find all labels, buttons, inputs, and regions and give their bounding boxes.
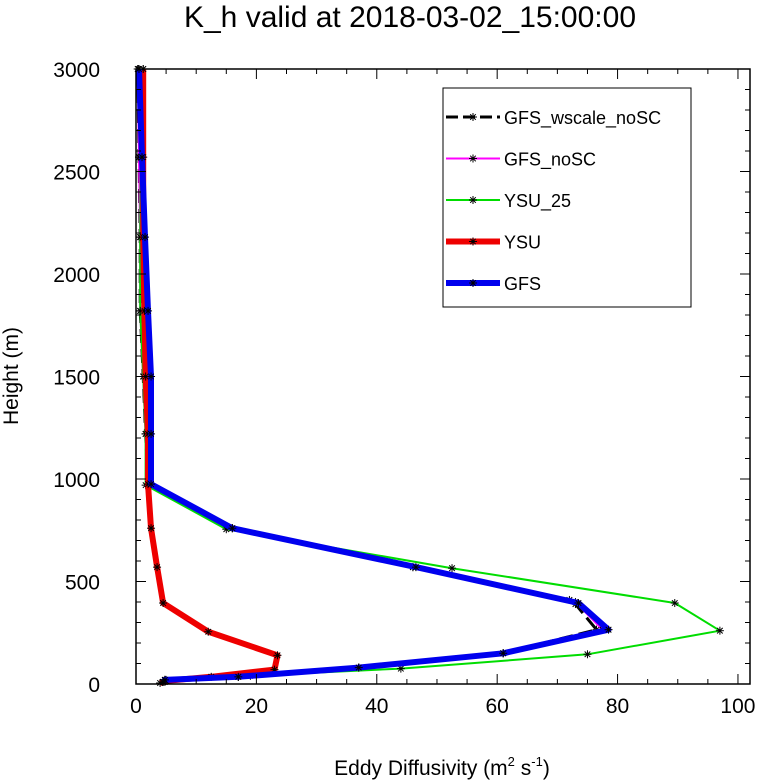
- data-point: [204, 627, 213, 636]
- legend-item: GFS: [446, 274, 541, 294]
- y-tick-label: 0: [88, 674, 100, 697]
- data-point: [159, 599, 168, 608]
- legend-item: GFS_noSC: [446, 150, 596, 171]
- data-point: [715, 626, 724, 635]
- data-point: [448, 564, 457, 573]
- data-point: [228, 524, 237, 533]
- y-tick-label: 3000: [53, 59, 100, 82]
- data-point: [141, 233, 150, 242]
- x-tick-label: 0: [130, 695, 142, 718]
- x-tick-label: 100: [720, 695, 755, 718]
- series-line-GFS: [136, 68, 612, 684]
- legend-label: GFS: [504, 274, 541, 294]
- x-tick-label: 40: [365, 695, 388, 718]
- x-tick-label: 60: [485, 695, 508, 718]
- data-point: [138, 153, 147, 162]
- x-tick-label: 80: [606, 695, 629, 718]
- legend-label: YSU_25: [504, 191, 571, 212]
- y-tick-label: 1500: [53, 367, 100, 390]
- x-axis-label: Eddy Diffusivity (m2 s-1): [334, 754, 550, 780]
- legend-item: YSU: [446, 233, 541, 253]
- series-line-YSU: [140, 69, 281, 686]
- y-tick-label: 2000: [53, 264, 100, 287]
- legend-box: [442, 87, 692, 308]
- y-axis-label: Height (m): [0, 327, 23, 425]
- data-point: [147, 480, 156, 489]
- legend: GFS_wscale_noSC GFS_noSC YSU_25 YSU GFS: [442, 87, 692, 308]
- data-point: [147, 372, 156, 381]
- legend-label: YSU: [504, 233, 541, 253]
- y-tick-label: 2500: [53, 162, 100, 185]
- data-point: [604, 625, 613, 634]
- legend-label: GFS_wscale_noSC: [504, 108, 661, 129]
- y-tick-label: 1000: [53, 469, 100, 492]
- data-point: [354, 663, 363, 672]
- x-tick-label: 20: [245, 695, 268, 718]
- data-point: [273, 651, 282, 660]
- data-point: [411, 563, 420, 572]
- data-point: [144, 306, 153, 315]
- data-point: [147, 524, 156, 533]
- legend-label: GFS_noSC: [504, 150, 596, 171]
- data-point: [147, 429, 156, 438]
- chart-title: K_h valid at 2018-03-02_15:00:00: [184, 1, 636, 34]
- data-point: [160, 675, 169, 684]
- data-point: [499, 649, 508, 658]
- data-point: [234, 672, 243, 681]
- legend-item: YSU_25: [446, 191, 571, 212]
- data-point: [670, 599, 679, 608]
- y-tick-label: 500: [65, 572, 100, 595]
- legend-item: GFS_wscale_noSC: [446, 108, 661, 129]
- data-point: [153, 563, 162, 572]
- data-point: [583, 650, 592, 659]
- data-point: [574, 599, 583, 608]
